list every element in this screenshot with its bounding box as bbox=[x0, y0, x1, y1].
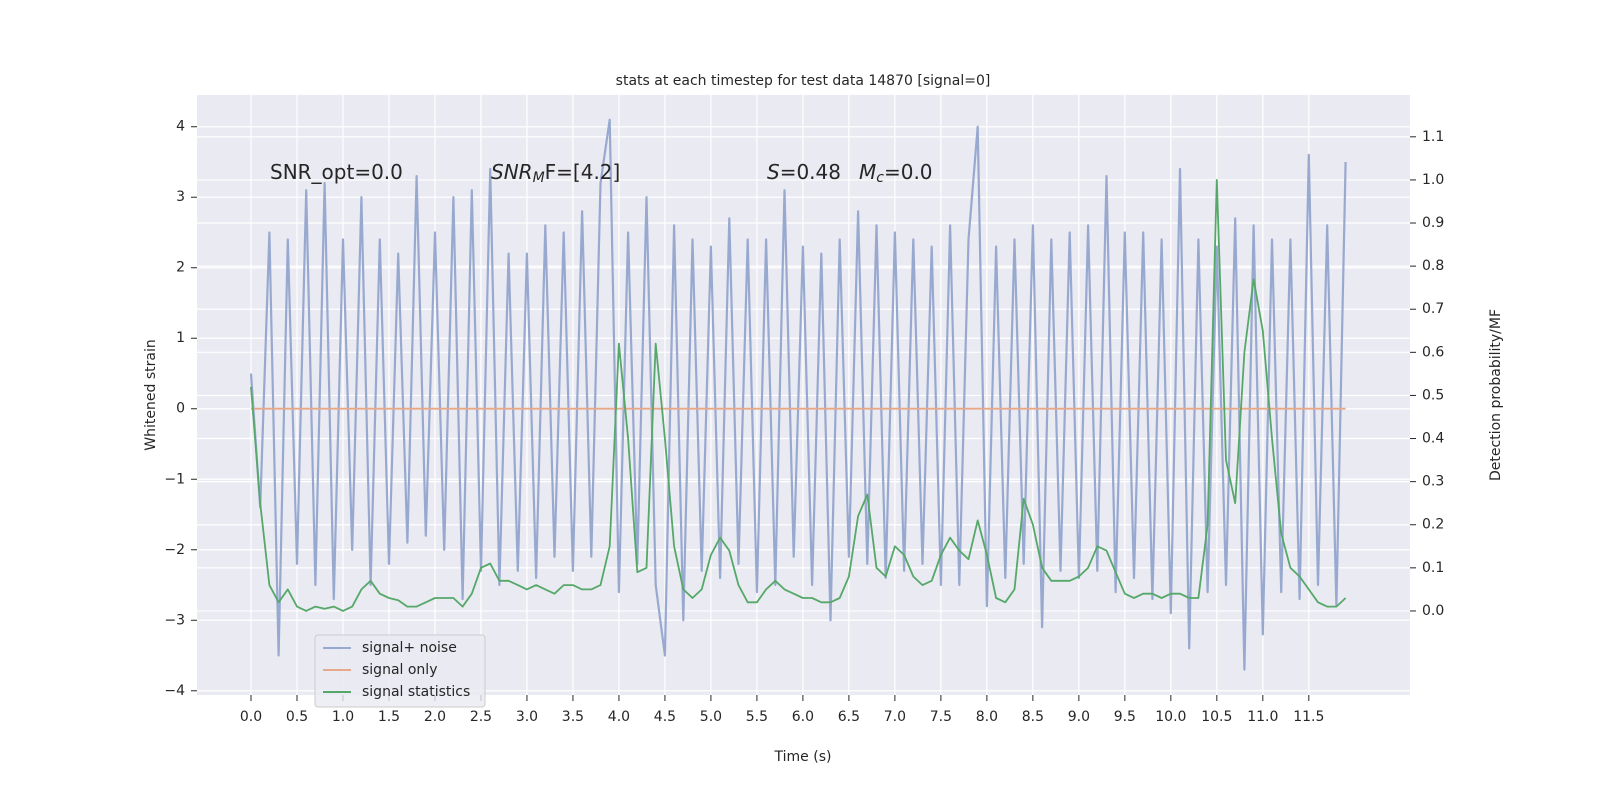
series-line bbox=[250, 178, 1347, 612]
y2-tick-label: 0.9 bbox=[1422, 215, 1444, 231]
x-tick-label: 4.0 bbox=[608, 709, 630, 725]
legend-label: signal+ noise bbox=[362, 640, 457, 656]
y-tick-label: 2 bbox=[176, 260, 185, 276]
y2-tick-label: 0.7 bbox=[1422, 301, 1444, 317]
y-tick-label: −2 bbox=[164, 542, 185, 558]
y2-tick-label: 0.0 bbox=[1422, 603, 1444, 619]
y-tick-label: 3 bbox=[176, 189, 185, 205]
legend-label: signal only bbox=[362, 662, 437, 678]
x-tick-label: 0.0 bbox=[240, 709, 262, 725]
x-tick-label: 6.0 bbox=[792, 709, 814, 725]
y2-tick-label: 0.1 bbox=[1422, 560, 1444, 576]
chart-title: stats at each timestep for test data 148… bbox=[616, 73, 991, 89]
y-tick-label: −3 bbox=[164, 612, 185, 628]
x-tick-label: 3.5 bbox=[562, 709, 584, 725]
annotation-text: S bbox=[767, 160, 780, 184]
annotation-text: SNR bbox=[491, 160, 533, 184]
annotation: SNR_opt=0.0 bbox=[270, 160, 403, 184]
x-tick-label: 11.0 bbox=[1247, 709, 1278, 725]
y-tick-label: 4 bbox=[176, 119, 185, 135]
x-tick-label: 0.5 bbox=[286, 709, 308, 725]
y2-tick-label: 0.3 bbox=[1422, 474, 1444, 490]
x-tick-label: 5.0 bbox=[700, 709, 722, 725]
x-tick-label: 4.5 bbox=[654, 709, 676, 725]
x-tick-label: 2.5 bbox=[470, 709, 492, 725]
x-tick-label: 1.0 bbox=[332, 709, 354, 725]
y-axis-label: Whitened strain bbox=[143, 339, 159, 450]
x-tick-label: 8.0 bbox=[976, 709, 998, 725]
x-tick-label: 10.5 bbox=[1201, 709, 1232, 725]
y2-axis-label: Detection probability/MF bbox=[1488, 309, 1504, 481]
y-tick-label: 1 bbox=[176, 330, 185, 346]
legend: signal+ noise signal only signal statistic… bbox=[314, 634, 486, 708]
y2-tick-label: 1.0 bbox=[1422, 172, 1444, 188]
x-tick-label: 1.5 bbox=[378, 709, 400, 725]
annotation: S=0.48 bbox=[767, 160, 841, 184]
legend-box bbox=[314, 634, 486, 708]
x-axis-label: Time (s) bbox=[774, 749, 832, 765]
annotation-tail: =0.48 bbox=[780, 160, 841, 184]
y-tick-label: −4 bbox=[164, 683, 185, 699]
y-tick-label: 0 bbox=[176, 401, 185, 417]
y2-tick-label: 0.2 bbox=[1422, 517, 1444, 533]
annotation-text: M bbox=[859, 160, 876, 184]
annotation-tail: F=[4.2] bbox=[545, 160, 621, 184]
x-tick-label: 8.5 bbox=[1022, 709, 1044, 725]
axes: 0.0 0.5 1.0 1.5 2.0 2.5 3.0 3.5 4.0 4.5 5.0 5.5 6.0 6… bbox=[164, 119, 1444, 725]
x-tick-label: 5.5 bbox=[746, 709, 768, 725]
annotation-sub: M bbox=[533, 170, 545, 186]
y2-tick-label: 0.8 bbox=[1422, 258, 1444, 274]
x-tick-label: 2.0 bbox=[424, 709, 446, 725]
x-tick-label: 11.5 bbox=[1293, 709, 1324, 725]
y2-tick-label: 0.4 bbox=[1422, 431, 1444, 447]
series-line bbox=[249, 118, 1347, 671]
legend-label: signal statistics bbox=[362, 684, 470, 700]
annotation: SNRMF=[4.2] bbox=[491, 160, 620, 187]
x-tick-label: 7.5 bbox=[930, 709, 952, 725]
annotation-sub: c bbox=[876, 170, 884, 186]
y2-tick-label: 0.5 bbox=[1422, 387, 1444, 403]
annotation: Mc=0.0 bbox=[859, 160, 933, 187]
x-tick-label: 10.0 bbox=[1155, 709, 1186, 725]
annotation-text: SNR_opt=0.0 bbox=[270, 160, 403, 184]
x-tick-label: 3.0 bbox=[516, 709, 538, 725]
x-tick-label: 6.5 bbox=[838, 709, 860, 725]
y-tick-label: −1 bbox=[164, 471, 185, 487]
x-tick-label: 7.0 bbox=[884, 709, 906, 725]
x-tick-label: 9.0 bbox=[1068, 709, 1090, 725]
x-tick-label: 9.5 bbox=[1114, 709, 1136, 725]
annotation-tail: =0.0 bbox=[884, 160, 933, 184]
y2-tick-label: 0.6 bbox=[1422, 344, 1444, 360]
y2-tick-label: 1.1 bbox=[1422, 129, 1444, 145]
